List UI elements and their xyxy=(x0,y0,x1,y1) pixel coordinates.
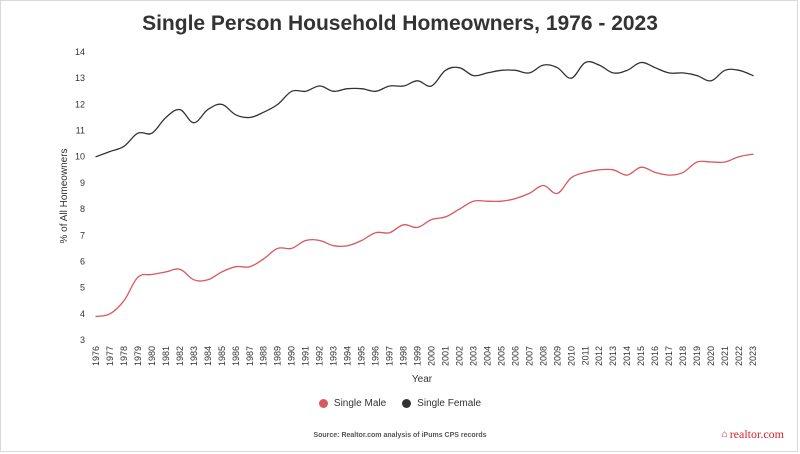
x-tick-label: 2012 xyxy=(594,346,604,366)
legend-item-single-female: Single Female xyxy=(402,398,481,409)
x-tick-label: 1999 xyxy=(413,346,423,366)
x-tick-label: 2023 xyxy=(748,346,758,366)
x-tick-label: 1986 xyxy=(231,346,241,366)
legend: Single Male Single Female xyxy=(0,398,800,409)
x-tick-label: 1980 xyxy=(147,346,157,366)
x-tick-label: 2003 xyxy=(468,346,478,366)
chart-title: Single Person Household Homeowners, 1976… xyxy=(142,12,658,35)
x-tick-label: 2004 xyxy=(482,346,492,366)
x-tick-label: 1992 xyxy=(315,346,325,366)
x-tick-label: 1982 xyxy=(175,346,185,366)
x-tick-label: 1983 xyxy=(189,346,199,366)
y-tick-label: 10 xyxy=(75,152,85,162)
source-note: Source: Realtor.com analysis of iPums CP… xyxy=(313,432,487,439)
y-axis-title: % of All Homeowners xyxy=(59,148,70,243)
x-tick-label: 2021 xyxy=(720,346,730,366)
x-tick-label: 2007 xyxy=(524,346,534,366)
x-tick-label: 1976 xyxy=(91,346,101,366)
house-icon: ⌂ xyxy=(721,429,728,440)
x-tick-label: 2008 xyxy=(538,346,548,366)
x-tick-label: 2006 xyxy=(510,346,520,366)
x-tick-label: 2000 xyxy=(426,346,436,366)
y-axis-ticks: 3 4 5 6 7 8 9 10 11 12 13 14 xyxy=(75,47,85,345)
y-tick-label: 9 xyxy=(80,178,85,188)
legend-item-single-male: Single Male xyxy=(318,398,387,409)
x-axis-ticks: 1976 1977 1978 1979 1980 1981 1982 1983 1984 1985… xyxy=(91,346,758,366)
x-tick-label: 2011 xyxy=(580,346,590,365)
series-line-single-female xyxy=(95,60,754,158)
y-tick-label: 3 xyxy=(80,335,85,345)
x-tick-label: 2014 xyxy=(622,346,632,366)
x-tick-label: 1985 xyxy=(217,346,227,366)
y-tick-label: 14 xyxy=(75,47,85,57)
x-tick-label: 1991 xyxy=(301,346,311,366)
x-tick-label: 1994 xyxy=(343,346,353,366)
y-tick-label: 7 xyxy=(80,230,85,240)
y-tick-label: 8 xyxy=(80,204,85,214)
series-lines xyxy=(95,60,754,318)
brand-name: realtor.com xyxy=(729,427,784,441)
legend-label-single-female: Single Female xyxy=(417,398,482,409)
x-tick-label: 1990 xyxy=(287,346,297,366)
x-tick-label: 1997 xyxy=(385,346,395,366)
x-tick-label: 2016 xyxy=(650,346,660,366)
x-tick-label: 2005 xyxy=(496,346,506,366)
x-tick-label: 2015 xyxy=(636,346,646,366)
legend-swatch-single-male xyxy=(318,399,328,408)
x-tick-label: 1984 xyxy=(203,346,213,366)
x-tick-label: 1993 xyxy=(329,346,339,366)
x-tick-label: 1981 xyxy=(161,346,171,366)
y-tick-label: 4 xyxy=(80,309,85,319)
x-tick-label: 1998 xyxy=(399,346,409,366)
legend-label-single-male: Single Male xyxy=(333,398,387,409)
x-tick-label: 1995 xyxy=(357,346,367,366)
x-tick-label: 2020 xyxy=(706,346,716,366)
x-tick-label: 2017 xyxy=(664,346,674,366)
x-tick-label: 1977 xyxy=(105,346,115,366)
x-axis-title: Year xyxy=(412,374,433,385)
x-tick-label: 2002 xyxy=(454,346,464,366)
x-tick-label: 1989 xyxy=(273,346,283,366)
x-tick-label: 1979 xyxy=(133,346,143,366)
x-tick-label: 1978 xyxy=(119,346,129,366)
x-tick-label: 2018 xyxy=(678,346,688,366)
x-tick-label: 2022 xyxy=(734,346,744,366)
x-tick-label: 1988 xyxy=(259,346,269,366)
legend-swatch-single-female xyxy=(402,399,412,408)
y-tick-label: 11 xyxy=(76,126,85,136)
x-tick-label: 2009 xyxy=(552,346,562,366)
x-tick-label: 2001 xyxy=(440,346,450,366)
brand-logo[interactable]: ⌂ realtor.com xyxy=(722,427,784,442)
y-tick-label: 12 xyxy=(75,99,85,109)
series-line-single-male xyxy=(95,153,754,318)
y-tick-label: 13 xyxy=(75,73,85,83)
x-tick-label: 2010 xyxy=(566,346,576,366)
x-tick-label: 2013 xyxy=(608,346,618,366)
x-tick-label: 1996 xyxy=(371,346,381,366)
x-tick-label: 1987 xyxy=(245,346,255,366)
y-tick-label: 6 xyxy=(80,256,85,266)
x-tick-label: 2019 xyxy=(692,346,702,366)
y-tick-label: 5 xyxy=(80,283,85,293)
